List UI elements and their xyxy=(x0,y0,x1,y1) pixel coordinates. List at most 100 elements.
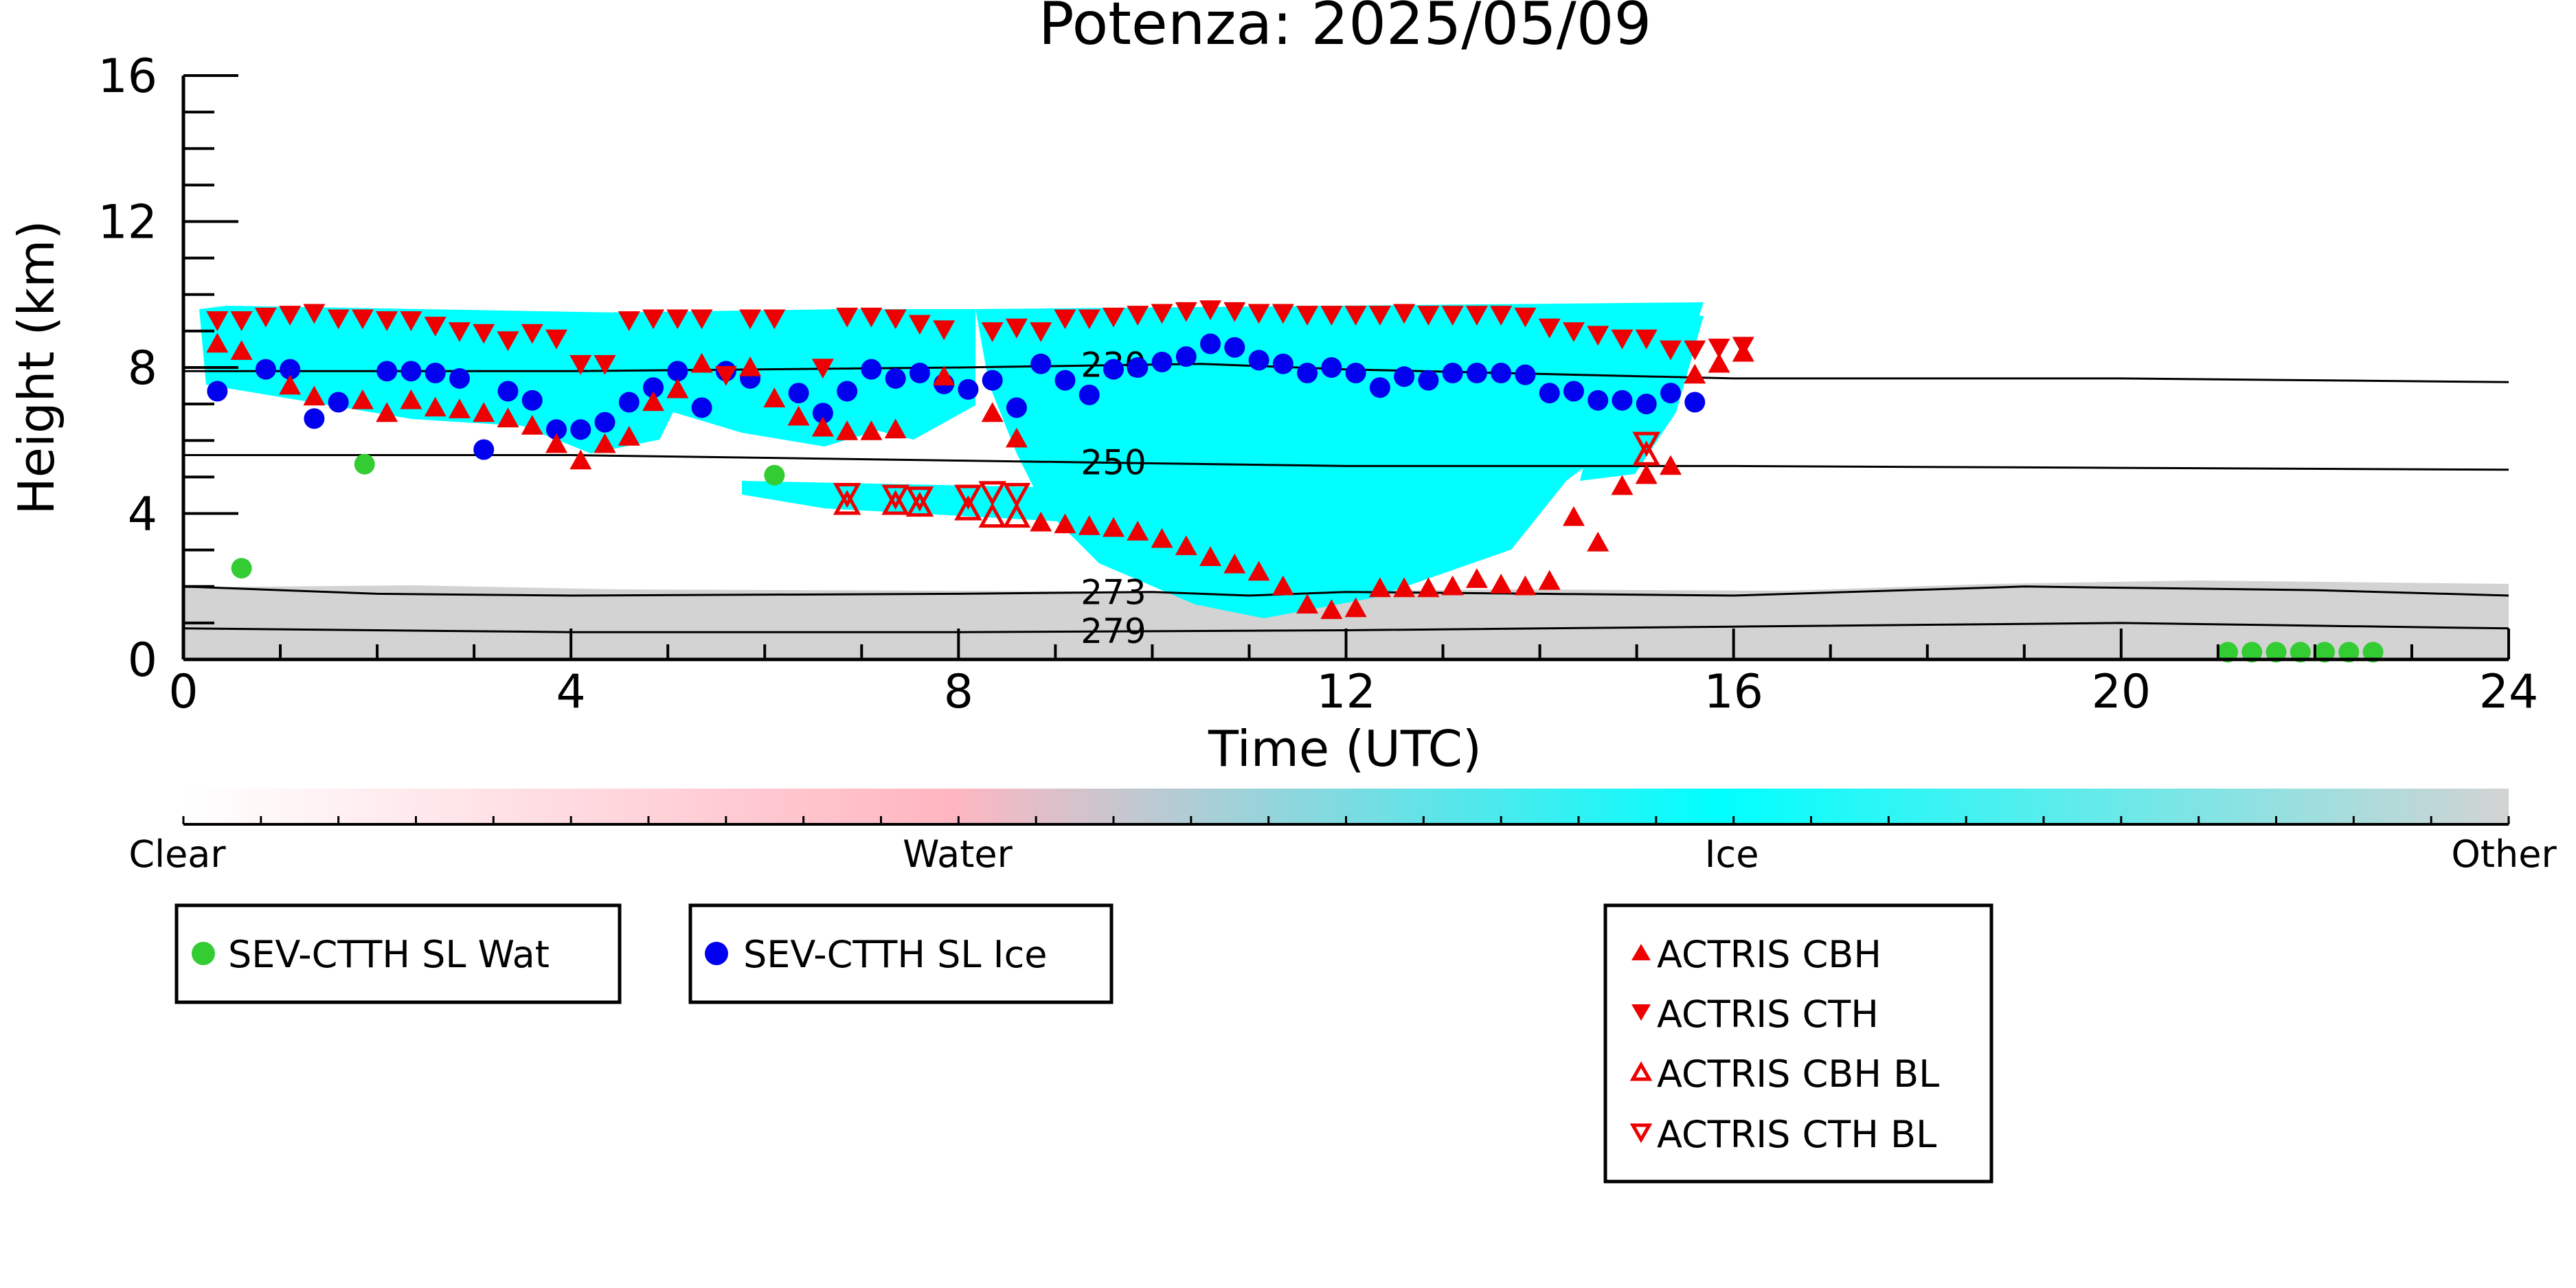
marker-point xyxy=(1151,304,1173,324)
marker-point xyxy=(860,307,883,328)
legend-box xyxy=(1603,903,1993,1184)
marker-point xyxy=(425,362,446,383)
marker-point xyxy=(905,491,934,517)
marker-point xyxy=(1611,329,1634,350)
marker-point xyxy=(811,416,834,437)
marker-point xyxy=(1659,455,1682,475)
marker-point xyxy=(837,381,858,402)
marker-point xyxy=(1345,362,1366,383)
marker-point xyxy=(908,315,931,335)
marker-point xyxy=(1002,482,1031,508)
marker-point xyxy=(1441,575,1464,596)
marker-point xyxy=(1465,306,1488,326)
legend-sev-wat: SEV-CTTH SL Wat xyxy=(174,903,622,1004)
marker-point xyxy=(1684,392,1706,413)
marker-point xyxy=(279,374,302,395)
marker-point xyxy=(1368,577,1391,598)
marker-point xyxy=(1054,513,1076,534)
marker-point xyxy=(1151,528,1173,548)
marker-point xyxy=(497,407,519,428)
legend-marker-cth-bl xyxy=(1629,1123,1653,1144)
marker-point xyxy=(424,317,447,337)
marker-point xyxy=(1151,352,1173,373)
marker-point xyxy=(1418,370,1439,391)
marker-point xyxy=(1490,306,1513,326)
marker-point xyxy=(836,307,859,328)
marker-point xyxy=(254,307,277,328)
marker-point xyxy=(1732,337,1754,357)
marker-point xyxy=(328,392,349,413)
marker-point xyxy=(1588,389,1609,411)
marker-point xyxy=(1005,427,1028,448)
marker-point xyxy=(303,385,326,406)
marker-point xyxy=(327,309,350,330)
marker-point xyxy=(958,379,979,400)
marker-point xyxy=(1005,318,1028,339)
marker-point xyxy=(1514,575,1537,596)
marker-point xyxy=(933,365,956,386)
marker-point xyxy=(230,311,253,331)
marker-point xyxy=(303,304,326,324)
marker-point xyxy=(981,322,1004,342)
marker-point xyxy=(1272,353,1293,374)
marker-point xyxy=(521,415,543,435)
marker-point xyxy=(1078,384,1100,405)
marker-point xyxy=(909,362,930,383)
marker-point xyxy=(206,311,229,331)
legend-marker-ice xyxy=(705,942,728,965)
isotherm-273 xyxy=(183,585,2509,597)
marker-point xyxy=(354,453,375,475)
marker-point xyxy=(1659,340,1682,361)
marker-point xyxy=(1632,440,1660,466)
marker-point xyxy=(884,418,907,439)
marker-point xyxy=(1272,304,1294,324)
marker-point xyxy=(978,502,1006,528)
marker-point xyxy=(1491,362,1512,383)
marker-point xyxy=(594,411,615,433)
marker-point xyxy=(836,420,859,440)
legend-sev-ice: SEV-CTTH SL Ice xyxy=(688,903,1114,1004)
marker-point xyxy=(881,490,909,515)
marker-point xyxy=(521,324,543,344)
colorbar-label-clear: Clear xyxy=(128,833,226,876)
x-tick-label: 16 xyxy=(1704,665,1763,719)
marker-point xyxy=(1562,506,1585,526)
marker-point xyxy=(448,322,471,342)
marker-point xyxy=(594,433,616,453)
marker-point xyxy=(1515,364,1536,385)
marker-point xyxy=(376,311,398,331)
marker-point xyxy=(812,403,833,424)
marker-point xyxy=(1006,397,1027,418)
marker-point xyxy=(739,357,762,376)
marker-point xyxy=(424,396,447,417)
marker-point xyxy=(1127,357,1149,378)
marker-point xyxy=(255,359,276,380)
marker-point xyxy=(618,392,640,413)
marker-point xyxy=(304,408,325,429)
marker-point xyxy=(978,481,1006,506)
marker-point xyxy=(1199,300,1222,320)
marker-point xyxy=(1030,353,1052,374)
marker-point xyxy=(787,405,810,426)
marker-point xyxy=(594,354,616,375)
marker-point xyxy=(2290,642,2311,663)
marker-point xyxy=(1442,362,1463,383)
marker-point xyxy=(1394,366,1415,387)
marker-point xyxy=(400,389,422,409)
marker-point xyxy=(954,495,982,521)
marker-point xyxy=(1538,318,1561,339)
marker-point xyxy=(1490,574,1513,594)
marker-point xyxy=(1344,306,1367,326)
marker-point xyxy=(449,368,470,389)
marker-point xyxy=(1635,329,1658,350)
marker-point xyxy=(1321,357,1342,378)
marker-point xyxy=(763,387,786,407)
marker-point xyxy=(667,361,688,382)
marker-point xyxy=(1224,337,1245,358)
other-ground-layer xyxy=(183,580,2509,659)
marker-point xyxy=(280,359,301,380)
marker-point xyxy=(763,309,786,330)
marker-point xyxy=(1200,333,1221,354)
marker-point xyxy=(764,464,785,486)
marker-point xyxy=(1632,431,1660,457)
